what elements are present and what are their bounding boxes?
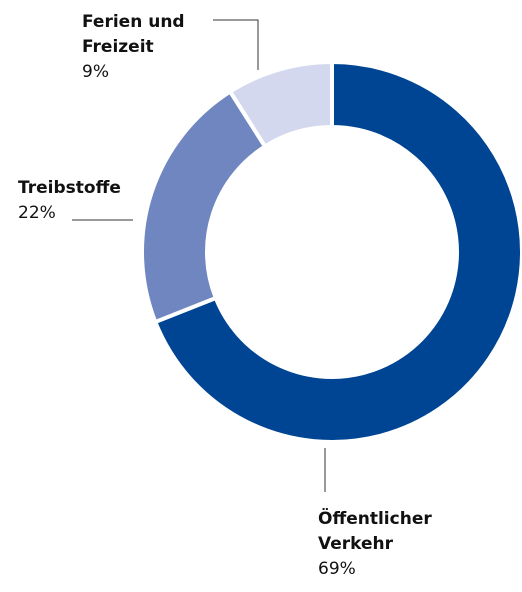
category-label: Ferien und Freizeit <box>82 12 185 57</box>
category-label: Öffentlicher Verkehr <box>318 509 432 554</box>
category-label: Treibstoffe <box>18 178 121 198</box>
value-label: 22% <box>18 203 56 223</box>
slice <box>140 88 268 325</box>
slice-label: Ferien und Freizeit 9% <box>82 10 202 85</box>
value-label: 69% <box>318 559 356 579</box>
slice-label: Treibstoffe 22% <box>18 176 158 226</box>
value-label: 9% <box>82 62 109 82</box>
slice-label: Öffentlicher Verkehr 69% <box>318 507 458 582</box>
leader-line <box>213 19 259 70</box>
slice <box>152 59 522 444</box>
slice <box>227 59 334 150</box>
